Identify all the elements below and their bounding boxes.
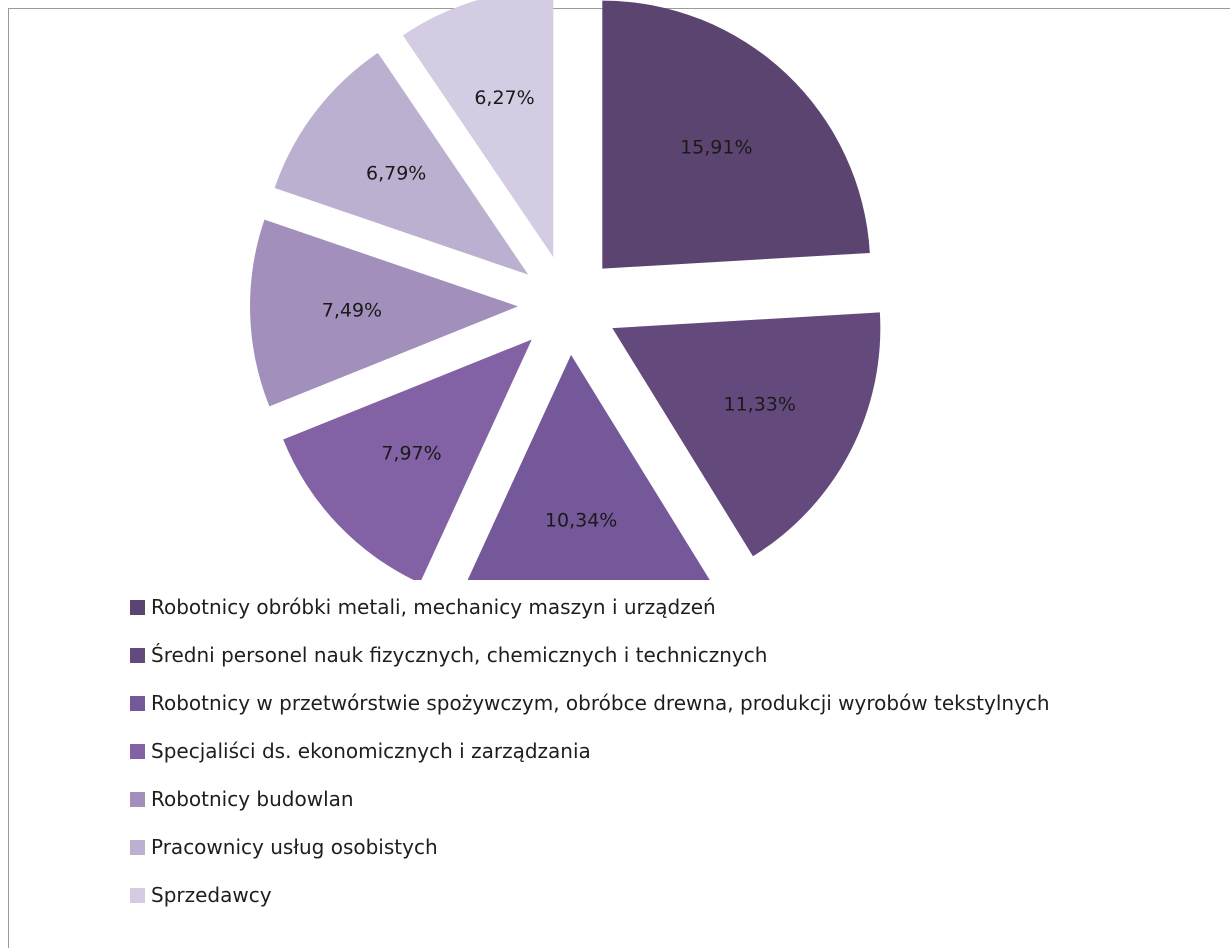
pie-slice-6 — [274, 52, 529, 275]
legend-label: Średni personel nauk fizycznych, chemicz… — [151, 643, 768, 667]
legend-item-7: Sprzedawcy — [130, 871, 1050, 919]
pie-slice-7 — [402, 0, 554, 258]
chart-legend: Robotnicy obróbki metali, mechanicy masz… — [130, 583, 1050, 919]
legend-label: Sprzedawcy — [151, 883, 272, 907]
legend-item-3: Robotnicy w przetwórstwie spożywczym, ob… — [130, 679, 1050, 727]
legend-swatch — [130, 839, 145, 855]
legend-label: Pracownicy usług osobistych — [151, 835, 438, 859]
legend-label: Robotnicy w przetwórstwie spożywczym, ob… — [151, 691, 1050, 715]
pie-slice-1 — [602, 0, 870, 269]
slice-data-label-5: 7,49% — [322, 299, 382, 321]
legend-swatch — [130, 791, 145, 807]
legend-item-5: Robotnicy budowlan — [130, 775, 1050, 823]
legend-swatch — [130, 743, 145, 759]
legend-item-2: Średni personel nauk fizycznych, chemicz… — [130, 631, 1050, 679]
legend-item-4: Specjaliści ds. ekonomicznych i zarządza… — [130, 727, 1050, 775]
legend-swatch — [130, 887, 145, 903]
slice-data-label-2: 11,33% — [724, 393, 796, 415]
slice-data-label-4: 7,97% — [381, 443, 441, 465]
legend-swatch — [130, 695, 145, 711]
pie-slice-4 — [283, 339, 532, 580]
pie-slice-3 — [467, 354, 710, 580]
pie-slice-2 — [612, 312, 881, 557]
slice-data-label-6: 6,79% — [366, 162, 426, 184]
legend-item-6: Pracownicy usług osobistych — [130, 823, 1050, 871]
pie-chart: 15,91% 11,33% 10,34% 7,97% 7,49% 6,79% 6,27% — [250, 0, 881, 580]
legend-item-1: Robotnicy obróbki metali, mechanicy masz… — [130, 583, 1050, 631]
legend-label: Specjaliści ds. ekonomicznych i zarządza… — [151, 739, 591, 763]
legend-label: Robotnicy obróbki metali, mechanicy masz… — [151, 595, 716, 619]
slice-data-label-1: 15,91% — [680, 136, 752, 158]
legend-label: Robotnicy budowlan — [151, 787, 354, 811]
slice-data-label-7: 6,27% — [474, 87, 534, 109]
pie-slice-5 — [250, 219, 519, 407]
legend-swatch — [130, 599, 145, 615]
slice-data-label-3: 10,34% — [545, 509, 617, 531]
legend-swatch — [130, 647, 145, 663]
